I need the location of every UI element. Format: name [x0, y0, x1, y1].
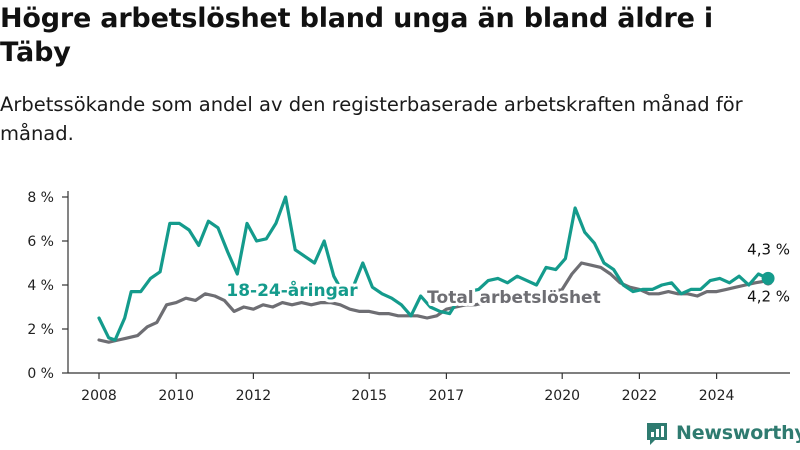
- x-tick-label: 2012: [236, 388, 272, 404]
- chart-title: Högre arbetslöshet bland unga än bland ä…: [0, 3, 713, 68]
- series-label-total-halo: Total arbetslöshet: [427, 288, 601, 308]
- y-tick-label: 4 %: [27, 278, 54, 294]
- bar-chart-icon: [647, 423, 667, 445]
- y-tick-label: 2 %: [27, 322, 54, 338]
- chart-subtitle: Arbetssökande som andel av den registerb…: [0, 93, 743, 145]
- end-label-youth: 4,3 %: [747, 240, 790, 258]
- x-tick-label: 2008: [81, 388, 117, 404]
- end-point-youth: [761, 271, 775, 285]
- y-tick-label: 8 %: [27, 190, 54, 206]
- logo-text: Newsworthy: [676, 422, 800, 444]
- y-tick-label: 6 %: [27, 234, 54, 250]
- newsworthy-logo: Newsworthy: [644, 419, 800, 447]
- x-tick-label: 2022: [622, 388, 658, 404]
- series-label-youth: 18-24-åringar: [226, 279, 358, 301]
- x-tick-label: 2010: [158, 388, 194, 404]
- x-tick-label: 2020: [544, 388, 580, 404]
- series-line: [97, 195, 770, 342]
- series-line: [97, 261, 770, 344]
- x-tick-label: 2015: [351, 388, 387, 404]
- x-tick-label: 2017: [429, 388, 465, 404]
- y-tick-label: 0 %: [27, 366, 54, 382]
- x-tick-label: 2024: [699, 388, 735, 404]
- end-label-total: 4,2 %: [747, 288, 790, 306]
- series-label-youth-halo: 18-24-åringar: [226, 279, 358, 301]
- series-label-total: Total arbetslöshet: [427, 288, 601, 308]
